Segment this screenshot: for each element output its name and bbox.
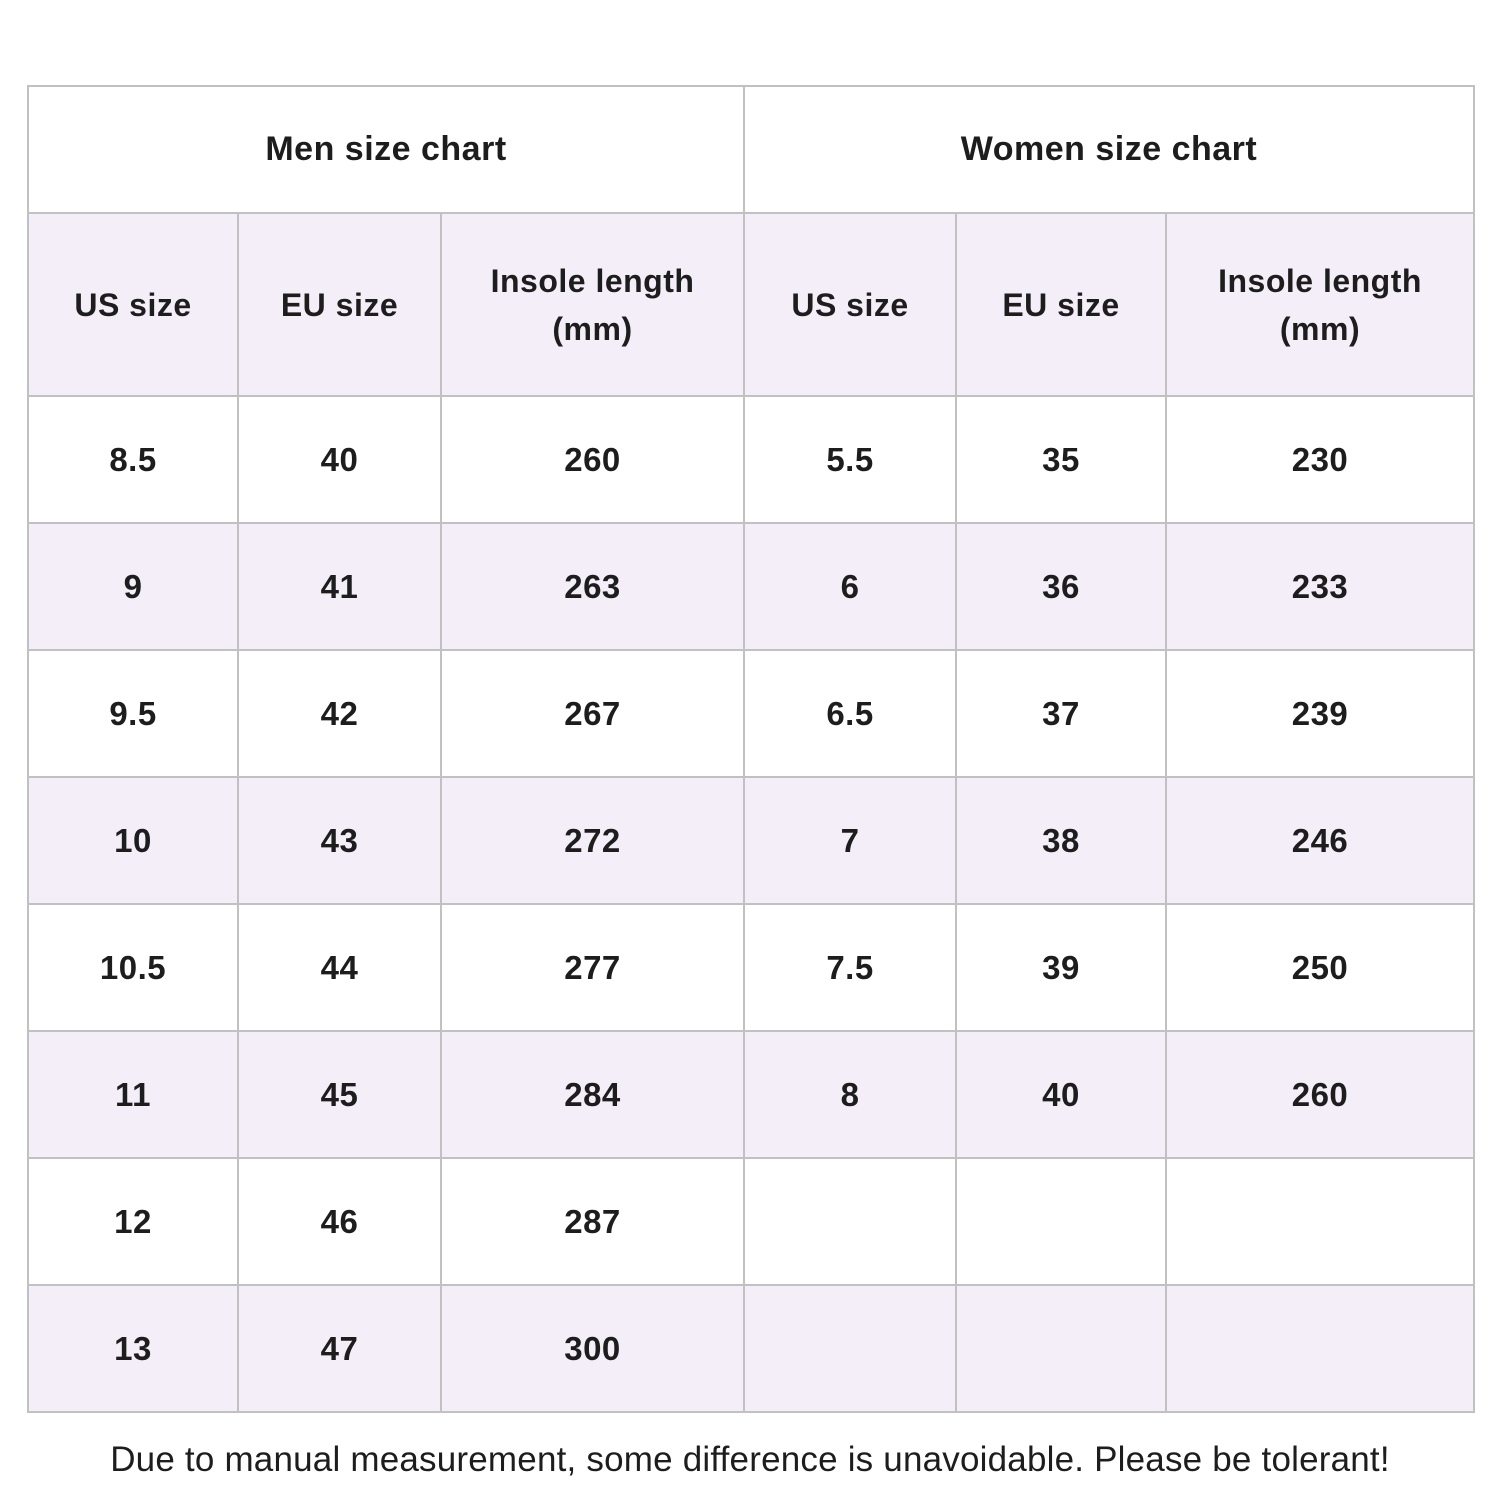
women-cell-row8-insole-length xyxy=(1165,1284,1475,1413)
women-cell-row4-us-size: 7 xyxy=(743,776,957,905)
table-row: 8.5 40 260 5.5 35 230 xyxy=(27,395,1475,524)
men-cell-row1-eu-size: 40 xyxy=(237,395,442,524)
table-row: 10.5 44 277 7.5 39 250 xyxy=(27,903,1475,1032)
women-cell-row6-eu-size: 40 xyxy=(955,1030,1167,1159)
women-cell-row2-us-size: 6 xyxy=(743,522,957,651)
men-cell-row5-insole-length: 277 xyxy=(440,903,745,1032)
women-chart-title: Women size chart xyxy=(743,85,1475,214)
men-cell-row6-insole-length: 284 xyxy=(440,1030,745,1159)
women-cell-row3-insole-length: 239 xyxy=(1165,649,1475,778)
women-cell-row5-insole-length: 250 xyxy=(1165,903,1475,1032)
women-cell-row7-eu-size xyxy=(955,1157,1167,1286)
men-header-eu-size: EU size xyxy=(237,212,442,397)
measurement-note: Due to manual measurement, some differen… xyxy=(110,1440,1390,1479)
women-header-insole-length: Insole length (mm) xyxy=(1165,212,1475,397)
women-cell-row1-insole-length: 230 xyxy=(1165,395,1475,524)
men-cell-row4-eu-size: 43 xyxy=(237,776,442,905)
men-cell-row8-insole-length: 300 xyxy=(440,1284,745,1413)
women-cell-row7-insole-length xyxy=(1165,1157,1475,1286)
men-chart-title: Men size chart xyxy=(27,85,745,214)
men-cell-row1-insole-length: 260 xyxy=(440,395,745,524)
women-cell-row7-us-size xyxy=(743,1157,957,1286)
women-cell-row3-eu-size: 37 xyxy=(955,649,1167,778)
men-header-us-size: US size xyxy=(27,212,239,397)
table-row: 13 47 300 xyxy=(27,1284,1475,1413)
women-cell-row5-us-size: 7.5 xyxy=(743,903,957,1032)
chart-title-row: Men size chart Women size chart xyxy=(27,85,1475,214)
men-cell-row3-us-size: 9.5 xyxy=(27,649,239,778)
men-cell-row8-us-size: 13 xyxy=(27,1284,239,1413)
table-row: 12 46 287 xyxy=(27,1157,1475,1286)
size-chart-table: Men size chart Women size chart US size E… xyxy=(27,85,1475,1413)
men-header-insole-length: Insole length (mm) xyxy=(440,212,745,397)
women-cell-row8-eu-size xyxy=(955,1284,1167,1413)
men-cell-row7-eu-size: 46 xyxy=(237,1157,442,1286)
men-cell-row1-us-size: 8.5 xyxy=(27,395,239,524)
women-cell-row6-insole-length: 260 xyxy=(1165,1030,1475,1159)
women-cell-row6-us-size: 8 xyxy=(743,1030,957,1159)
women-cell-row1-us-size: 5.5 xyxy=(743,395,957,524)
women-cell-row1-eu-size: 35 xyxy=(955,395,1167,524)
women-cell-row5-eu-size: 39 xyxy=(955,903,1167,1032)
men-cell-row5-eu-size: 44 xyxy=(237,903,442,1032)
men-cell-row2-eu-size: 41 xyxy=(237,522,442,651)
men-cell-row3-insole-length: 267 xyxy=(440,649,745,778)
table-row: 9.5 42 267 6.5 37 239 xyxy=(27,649,1475,778)
women-header-us-size: US size xyxy=(743,212,957,397)
women-cell-row8-us-size xyxy=(743,1284,957,1413)
men-cell-row6-eu-size: 45 xyxy=(237,1030,442,1159)
men-cell-row8-eu-size: 47 xyxy=(237,1284,442,1413)
table-row: 10 43 272 7 38 246 xyxy=(27,776,1475,905)
column-header-row: US size EU size Insole length (mm) US size E… xyxy=(27,212,1475,397)
men-cell-row2-insole-length: 263 xyxy=(440,522,745,651)
men-cell-row5-us-size: 10.5 xyxy=(27,903,239,1032)
men-cell-row4-insole-length: 272 xyxy=(440,776,745,905)
men-cell-row2-us-size: 9 xyxy=(27,522,239,651)
men-cell-row7-insole-length: 287 xyxy=(440,1157,745,1286)
table-row: 9 41 263 6 36 233 xyxy=(27,522,1475,651)
women-cell-row4-eu-size: 38 xyxy=(955,776,1167,905)
men-cell-row7-us-size: 12 xyxy=(27,1157,239,1286)
men-cell-row6-us-size: 11 xyxy=(27,1030,239,1159)
women-header-eu-size: EU size xyxy=(955,212,1167,397)
men-cell-row4-us-size: 10 xyxy=(27,776,239,905)
women-cell-row4-insole-length: 246 xyxy=(1165,776,1475,905)
women-cell-row2-insole-length: 233 xyxy=(1165,522,1475,651)
table-row: 11 45 284 8 40 260 xyxy=(27,1030,1475,1159)
men-cell-row3-eu-size: 42 xyxy=(237,649,442,778)
women-cell-row2-eu-size: 36 xyxy=(955,522,1167,651)
women-cell-row3-us-size: 6.5 xyxy=(743,649,957,778)
